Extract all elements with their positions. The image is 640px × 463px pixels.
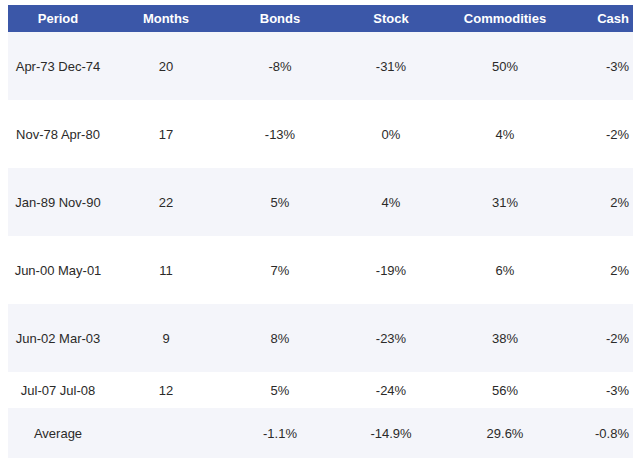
column-header-bonds[interactable]: Bonds [224, 11, 336, 26]
cell-months: 22 [108, 195, 224, 210]
cell-bonds: -13% [224, 127, 336, 142]
table-row[interactable]: Jun-00 May-01 117%-19%6%2% [8, 236, 633, 304]
cell-bonds: -1.1% [224, 426, 336, 441]
table-row[interactable]: Jan-89 Nov-90 225%4%31%2% [8, 168, 633, 236]
cell-commodities: 31% [446, 195, 564, 210]
cell-stock: -14.9% [336, 426, 446, 441]
table-row[interactable]: Nov-78 Apr-80 17-13%0%4%-2% [8, 100, 633, 168]
cell-months: 20 [108, 59, 224, 74]
column-header-cash[interactable]: Cash [564, 11, 633, 26]
period-label: Jul-07 Jul-08 [21, 383, 95, 398]
period-label: Jun-02 Mar-03 [16, 331, 101, 346]
period-label: Nov-78 Apr-80 [16, 127, 100, 142]
table-header-row: PeriodMonthsBondsStockCommoditiesCash [8, 5, 633, 32]
cell-cash: -2% [564, 127, 633, 142]
cell-period: Apr-73 Dec-74 [8, 52, 108, 81]
returns-table: PeriodMonthsBondsStockCommoditiesCash Ap… [8, 5, 633, 458]
cell-stock: -23% [336, 331, 446, 346]
summary-row[interactable]: Average -1.1%-14.9%29.6%-0.8% [8, 408, 633, 458]
cell-commodities: 29.6% [446, 426, 564, 441]
cell-cash: -3% [564, 59, 633, 74]
cell-months: 11 [108, 263, 224, 278]
cell-stock: -31% [336, 59, 446, 74]
cell-commodities: 4% [446, 127, 564, 142]
column-header-period[interactable]: Period [8, 11, 108, 26]
cell-commodities: 50% [446, 59, 564, 74]
cell-cash: -2% [564, 331, 633, 346]
cell-stock: -24% [336, 383, 446, 398]
cell-period: Jun-00 May-01 [8, 256, 108, 285]
table-row[interactable]: Apr-73 Dec-74 20-8%-31%50%-3% [8, 32, 633, 100]
cell-period: Jun-02 Mar-03 [8, 324, 108, 353]
cell-bonds: 8% [224, 331, 336, 346]
period-label: Apr-73 Dec-74 [16, 59, 101, 74]
cell-period: Average [8, 419, 108, 448]
cell-bonds: 5% [224, 383, 336, 398]
cell-stock: 0% [336, 127, 446, 142]
period-label: Jan-89 Nov-90 [15, 195, 100, 210]
cell-period: Jul-07 Jul-08 [8, 376, 108, 405]
cell-months: 17 [108, 127, 224, 142]
column-header-commodities[interactable]: Commodities [446, 11, 564, 26]
cell-cash: 2% [564, 195, 633, 210]
cell-stock: -19% [336, 263, 446, 278]
cell-cash: -3% [564, 383, 633, 398]
cell-cash: -0.8% [564, 426, 633, 441]
cell-bonds: 5% [224, 195, 336, 210]
period-label: Jun-00 May-01 [15, 263, 102, 278]
cell-months: 9 [108, 331, 224, 346]
cell-cash: 2% [564, 263, 633, 278]
cell-commodities: 38% [446, 331, 564, 346]
cell-bonds: -8% [224, 59, 336, 74]
cell-commodities: 6% [446, 263, 564, 278]
table-row[interactable]: Jul-07 Jul-08 125%-24%56%-3% [8, 372, 633, 408]
cell-period: Nov-78 Apr-80 [8, 120, 108, 149]
cell-bonds: 7% [224, 263, 336, 278]
column-header-stock[interactable]: Stock [336, 11, 446, 26]
column-header-months[interactable]: Months [108, 11, 224, 26]
period-label: Average [34, 426, 82, 441]
cell-commodities: 56% [446, 383, 564, 398]
table-body: Apr-73 Dec-7420-8%-31%50%-3%Nov-78 Apr-8… [8, 32, 633, 408]
cell-period: Jan-89 Nov-90 [8, 188, 108, 217]
cell-months: 12 [108, 383, 224, 398]
table-row[interactable]: Jun-02 Mar-03 98%-23%38%-2% [8, 304, 633, 372]
cell-stock: 4% [336, 195, 446, 210]
